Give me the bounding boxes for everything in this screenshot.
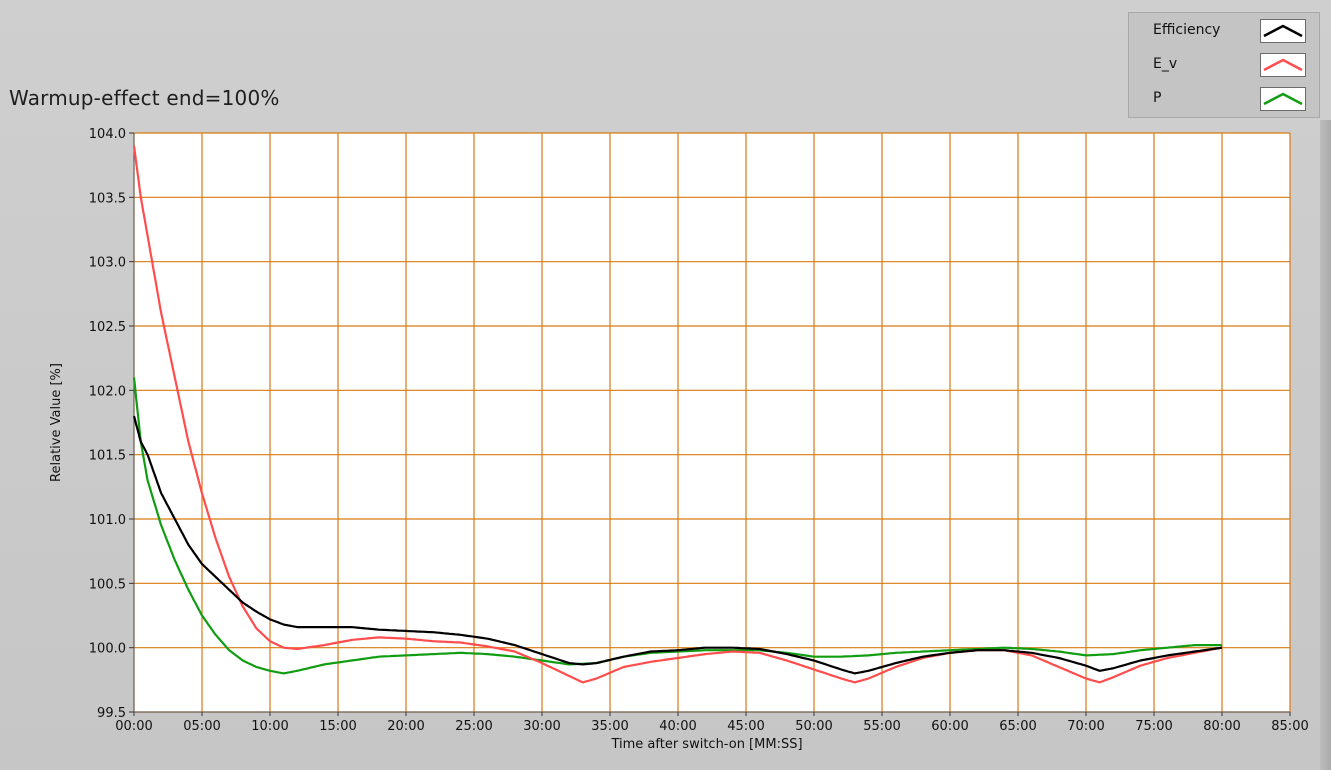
x-tick-label: 70:00 xyxy=(1067,719,1104,734)
series-line-e-v xyxy=(132,145,1223,684)
y-tick-label: 103.0 xyxy=(89,256,126,271)
legend-label-e-v: E_v xyxy=(1153,56,1178,72)
axes: 00:00 05:00 10:00 15:00 20:00 25:00 30:00 35:00… xyxy=(89,127,1309,734)
graph-title: Warmup-effect end=100% xyxy=(9,86,280,110)
x-tick-label: 20:00 xyxy=(387,719,424,734)
x-tick-label: 30:00 xyxy=(523,719,560,734)
x-tick-label: 40:00 xyxy=(659,719,696,734)
x-tick-label: 25:00 xyxy=(455,719,492,734)
legend-line-efficiency xyxy=(1263,24,1303,38)
plot-legend[interactable]: Efficiency E_v P xyxy=(1128,12,1320,118)
x-tick-label: 85:00 xyxy=(1271,719,1308,734)
x-tick-label: 00:00 xyxy=(115,719,152,734)
x-tick-label: 55:00 xyxy=(863,719,900,734)
x-tick-label: 65:00 xyxy=(999,719,1036,734)
y-tick-label: 104.0 xyxy=(89,127,126,142)
x-tick-label: 10:00 xyxy=(251,719,288,734)
x-tick-label: 80:00 xyxy=(1203,719,1240,734)
graph-right-edge xyxy=(1320,120,1331,770)
legend-item-p[interactable]: P xyxy=(1129,81,1319,115)
y-tick-label: 102.0 xyxy=(89,384,126,399)
plot-area[interactable] xyxy=(134,133,1290,712)
legend-item-e-v[interactable]: E_v xyxy=(1129,47,1319,81)
legend-swatch-efficiency xyxy=(1260,19,1306,43)
x-tick-label: 50:00 xyxy=(795,719,832,734)
y-tick-label: 101.0 xyxy=(89,513,126,528)
y-tick-label: 99.5 xyxy=(97,706,126,721)
x-tick-label: 60:00 xyxy=(931,719,968,734)
y-tick-label: 102.5 xyxy=(89,320,126,335)
x-axis-title: Time after switch-on [MM:SS] xyxy=(610,737,802,752)
legend-line-e-v xyxy=(1263,58,1303,72)
x-tick-label: 35:00 xyxy=(591,719,628,734)
y-tick-label: 101.5 xyxy=(89,449,126,464)
legend-item-efficiency[interactable]: Efficiency xyxy=(1129,13,1319,47)
x-tick-label: 45:00 xyxy=(727,719,764,734)
series-line-efficiency xyxy=(132,415,1223,675)
y-tick-label: 100.5 xyxy=(89,577,126,592)
y-axis-title: Relative Value [%] xyxy=(49,363,64,482)
legend-swatch-p xyxy=(1260,87,1306,111)
series-lines xyxy=(132,145,1223,684)
legend-line-p xyxy=(1263,92,1303,106)
y-tick-label: 100.0 xyxy=(89,642,126,657)
legend-swatch-e-v xyxy=(1260,53,1306,77)
x-tick-label: 15:00 xyxy=(319,719,356,734)
legend-label-efficiency: Efficiency xyxy=(1153,22,1221,38)
y-tick-label: 103.5 xyxy=(89,191,126,206)
legend-label-p: P xyxy=(1153,90,1162,106)
x-tick-label: 05:00 xyxy=(183,719,220,734)
x-tick-label: 75:00 xyxy=(1135,719,1172,734)
